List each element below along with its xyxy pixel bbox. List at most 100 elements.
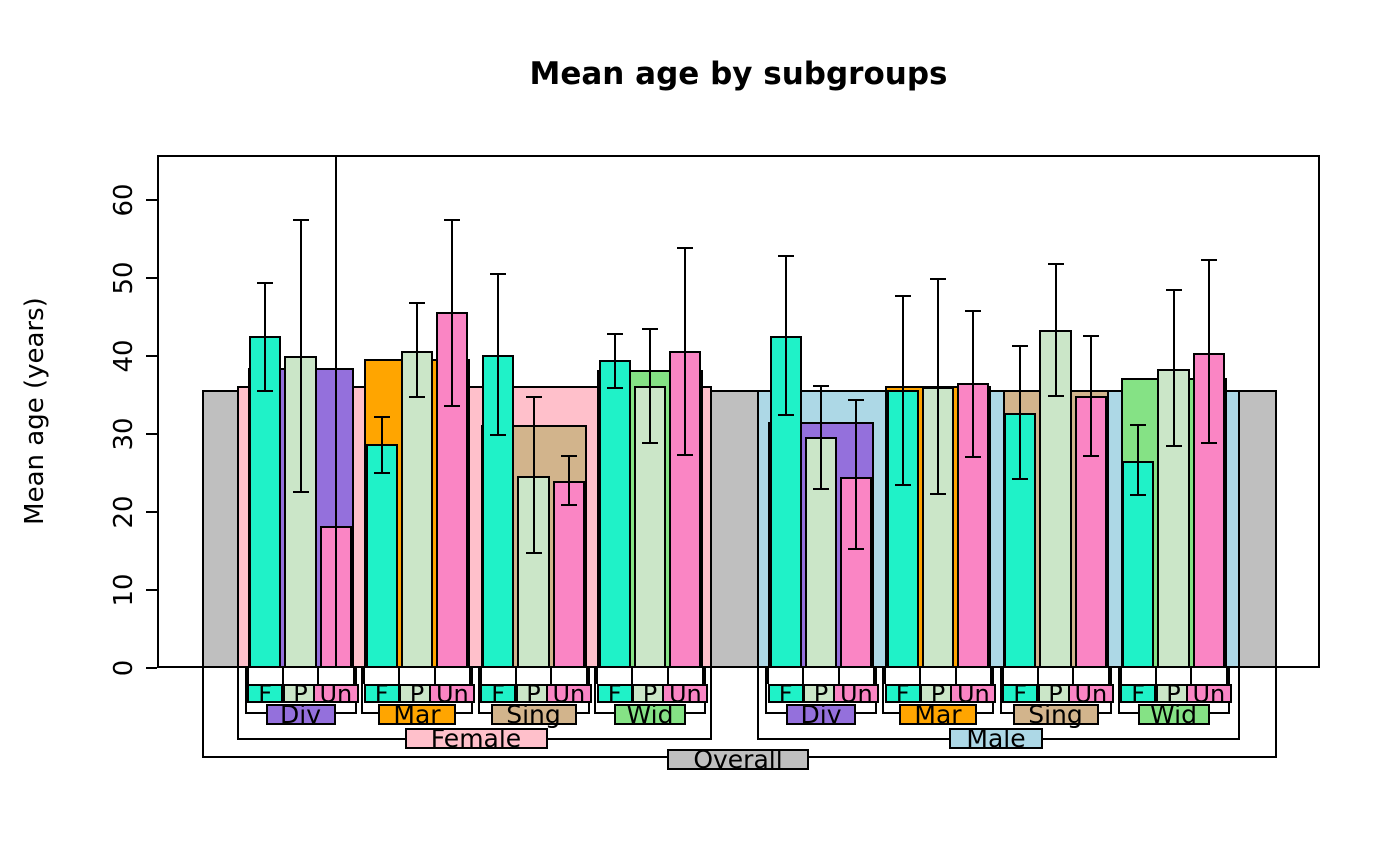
xlabel-group-wid: Wid — [614, 702, 686, 727]
xlabel-group-sing: Sing — [490, 702, 577, 727]
errorbar-female-sing-un-cap-top — [560, 454, 577, 457]
errorbar-male-wid-f-cap-top — [1130, 423, 1147, 426]
errorbar-female-sing-f-cap-top — [490, 273, 507, 276]
leaf-stub — [1107, 668, 1110, 684]
errorbar-male-mar-un-line — [972, 310, 975, 458]
leaf-stub — [954, 668, 957, 684]
leaf-stub — [469, 668, 471, 684]
bar-female-mar-p — [400, 351, 434, 668]
y-tick-mark — [146, 199, 157, 201]
xlabel-leaf-f: F — [480, 682, 517, 706]
errorbar-female-wid-p-cap-top — [642, 327, 658, 330]
bar-male-div-un — [840, 476, 873, 668]
y-tick-mark — [146, 355, 157, 357]
errorbar-male-div-f-line — [784, 256, 787, 416]
errorbar-female-sing-f-line — [497, 274, 500, 435]
xlabel-leaf-f: F — [363, 682, 400, 706]
y-tick-mark — [146, 589, 157, 591]
errorbar-female-div-p-line — [299, 219, 302, 492]
xlabel-leaf-f: F — [884, 682, 921, 706]
errorbar-female-div-p-cap-top — [292, 218, 309, 221]
y-tick-mark — [146, 511, 157, 513]
leaf-stub — [596, 668, 598, 684]
xlabel-leaf-p: P — [803, 682, 839, 706]
y-tick-label-20: 20 — [109, 495, 139, 529]
leaf-stub — [479, 668, 482, 684]
errorbar-male-div-p-cap-bottom — [813, 488, 829, 491]
errorbar-male-mar-p-line — [937, 278, 939, 495]
xlabel-overall: Overall — [667, 747, 809, 772]
xlabel-leaf-un: Un — [545, 682, 592, 706]
errorbar-female-div-p-cap-bottom — [292, 490, 309, 493]
errorbar-male-wid-un-cap-top — [1200, 259, 1217, 262]
errorbar-female-sing-un-line — [567, 455, 570, 505]
bar-female-sing-un — [552, 480, 585, 668]
xlabel-group-mar: Mar — [899, 702, 977, 727]
xlabel-group-div: Div — [265, 702, 336, 727]
errorbar-male-div-un-cap-top — [848, 398, 865, 401]
y-tick-label-30: 30 — [109, 417, 139, 451]
xlabel-sex-male: Male — [949, 726, 1043, 751]
leaf-stub — [1119, 668, 1122, 684]
leaf-stub — [246, 668, 249, 684]
xlabel-leaf-p: P — [1037, 682, 1074, 706]
errorbar-male-sing-p-line — [1054, 263, 1057, 396]
errorbar-male-mar-p-cap-top — [930, 277, 946, 280]
errorbar-female-mar-p-line — [416, 302, 418, 397]
errorbar-female-mar-f-line — [380, 416, 383, 473]
errorbar-female-sing-p-cap-top — [525, 396, 542, 399]
errorbar-male-div-un-cap-bottom — [848, 547, 865, 550]
errorbar-male-wid-f-line — [1137, 424, 1140, 495]
y-tick-label-60: 60 — [109, 183, 139, 217]
leaf-stub — [884, 668, 886, 684]
errorbar-female-mar-p-cap-bottom — [409, 395, 425, 398]
errorbar-male-mar-f-line — [901, 295, 904, 485]
leaf-stub — [873, 668, 875, 684]
bar-female-wid-p — [633, 385, 667, 668]
errorbar-male-div-f-cap-bottom — [777, 414, 794, 417]
errorbar-male-mar-f-cap-bottom — [894, 483, 911, 486]
errorbar-female-sing-p-cap-bottom — [525, 551, 542, 554]
xlabel-leaf-f: F — [1002, 682, 1039, 706]
bar-female-div-f — [249, 335, 282, 668]
chart-title: Mean age by subgroups — [529, 56, 948, 92]
xlabel-leaf-un: Un — [662, 682, 709, 706]
y-tick-label-10: 10 — [109, 573, 139, 607]
errorbar-female-sing-f-cap-bottom — [490, 433, 507, 436]
errorbar-male-sing-f-line — [1019, 345, 1022, 480]
leaf-stub — [363, 668, 365, 684]
leaf-stub — [352, 668, 355, 684]
xlabel-leaf-un: Un — [1067, 682, 1114, 706]
leaf-stub — [1001, 668, 1004, 684]
leaf-stub — [919, 668, 922, 684]
xlabel-leaf-p: P — [515, 682, 552, 706]
errorbar-female-wid-un-line — [684, 247, 687, 456]
errorbar-male-div-p-line — [820, 385, 822, 490]
xlabel-group-mar: Mar — [378, 702, 456, 727]
leaf-stub — [802, 668, 805, 684]
leaf-stub — [666, 668, 669, 684]
y-tick-mark — [146, 667, 157, 669]
xlabel-leaf-f: F — [596, 682, 633, 706]
errorbar-male-sing-p-cap-top — [1047, 262, 1064, 265]
xlabel-leaf-f: F — [247, 682, 284, 706]
errorbar-female-div-f-line — [264, 282, 267, 392]
errorbar-female-wid-p-line — [649, 328, 651, 443]
errorbar-female-mar-un-cap-bottom — [444, 404, 461, 407]
errorbar-male-sing-un-cap-bottom — [1082, 454, 1099, 457]
errorbar-male-div-un-line — [855, 399, 858, 549]
errorbar-male-mar-p-cap-bottom — [930, 493, 946, 496]
leaf-stub — [433, 668, 436, 684]
bar-female-wid-f — [598, 359, 631, 668]
errorbar-male-mar-f-cap-top — [894, 294, 911, 297]
errorbar-female-sing-p-line — [532, 397, 535, 553]
errorbar-female-wid-un-cap-top — [677, 246, 694, 249]
leaf-stub — [585, 668, 588, 684]
xlabel-group-sing: Sing — [1012, 702, 1099, 727]
errorbar-male-sing-un-line — [1089, 335, 1092, 456]
errorbar-male-wid-p-cap-top — [1165, 288, 1182, 291]
errorbar-female-mar-f-cap-top — [373, 415, 390, 418]
errorbar-female-mar-p-cap-top — [409, 301, 425, 304]
y-tick-mark — [146, 277, 157, 279]
errorbar-female-wid-f-line — [613, 334, 616, 388]
